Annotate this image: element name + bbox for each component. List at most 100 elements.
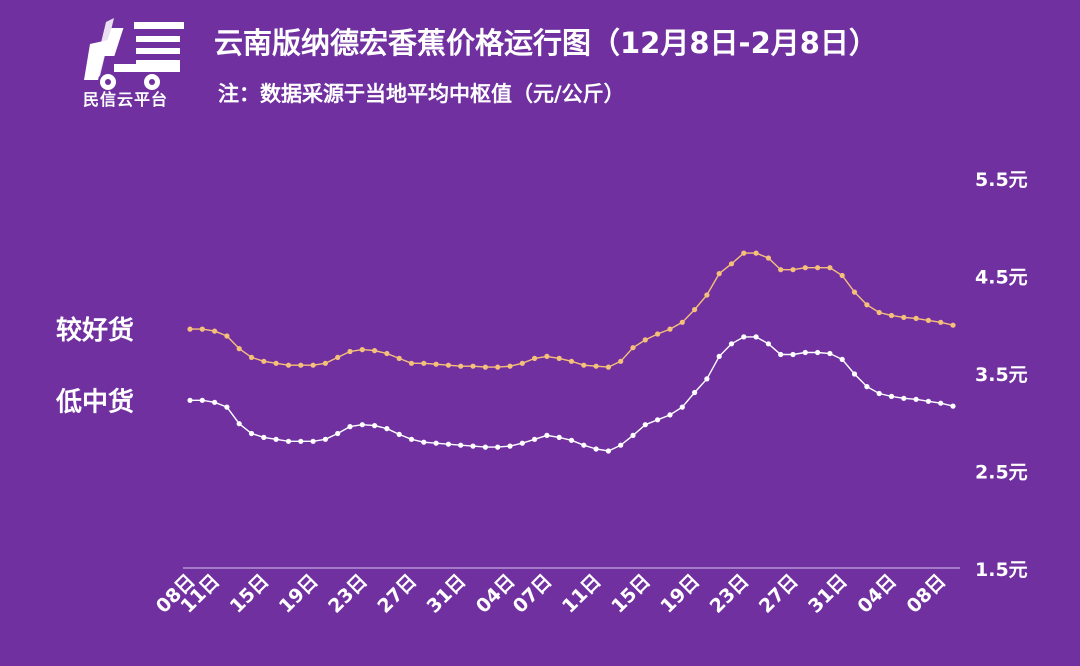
series-0-point [815,265,821,271]
series-1-point [445,441,451,447]
series-1-point [470,443,476,449]
series-0-point [519,360,525,366]
x-tick-label: 19日 [275,570,323,618]
series-1-point [335,430,341,437]
x-tick-label: 23日 [706,570,754,618]
series-1-point [482,444,488,450]
series-0-point [482,364,488,370]
series-1-point [876,390,882,397]
y-tick-label: 5.5元 [975,169,1028,191]
series-1-point [322,436,328,442]
series-0-point [728,261,735,267]
series-0-point [667,326,673,332]
series-1-point [544,432,550,438]
series-0-point [618,358,624,364]
series-1-point [273,436,279,442]
series-0-point [888,312,895,319]
chart-title: 云南版纳德宏香蕉价格运行图（12月8日-2月8日） [214,26,878,60]
series-0-point [285,362,292,368]
series-1-point [384,426,390,432]
series-0-point [925,317,932,323]
logo-text: 民信云平台 [83,90,169,109]
x-tick-label: 31日 [423,570,471,618]
y-tick-label: 3.5元 [975,364,1028,386]
y-tick-label: 2.5元 [975,462,1028,484]
series-0-point [913,315,919,321]
series-0-point [753,250,759,256]
series-0-point [359,347,365,353]
series-1-point [692,389,698,396]
series-1-point [667,412,673,418]
series-0-point [704,292,710,298]
series-1-point [396,431,402,437]
series-0-point [827,265,833,271]
x-tick-label: 27日 [755,570,803,618]
x-tick-label: 08日 [903,570,951,618]
series-0-point [630,345,636,351]
series-0-point [938,319,944,325]
series-1-point [815,349,821,356]
series-0-point [741,250,747,256]
series-1-point [248,430,255,437]
x-tick-label: 27日 [373,570,421,618]
series-0-point [421,360,427,366]
series-1-point [778,351,784,358]
series-0-point [581,362,587,368]
series-1-point [913,396,919,402]
x-tick-label: 31日 [804,570,852,618]
series-1-point [950,403,956,409]
x-tick-label: 04日 [472,570,520,618]
chart-subtitle: 注：数据采源于当地平均中枢值（元/公斤） [218,82,625,106]
series-0-point [261,358,267,364]
series-0-point [556,355,562,361]
x-tick-label: 15日 [226,570,274,618]
series-1-point [212,399,218,405]
series-0-point [851,289,858,295]
series-1-point [421,439,427,445]
series-0-point [298,362,304,368]
x-tick-label: 07日 [509,570,557,618]
legend-label-1: 低中货 [55,386,134,417]
series-1-point [839,356,845,362]
series-1-point [679,404,685,410]
series-1-point [618,442,624,448]
series-0-point [384,350,390,357]
series-0-point [642,337,648,343]
series-0-point [372,348,378,354]
series-1-point [851,371,858,377]
series-1-point [593,446,599,452]
series-1-point [408,436,415,442]
series-1-point [298,438,304,444]
series-0-point [199,326,205,332]
series-0-point [655,331,661,337]
y-tick-label: 4.5元 [975,267,1028,289]
series-0-point [470,363,476,369]
series-1-point [790,351,796,358]
series-1-point [925,398,932,404]
series-line-0 [190,252,954,368]
series-0-point [310,362,316,368]
series-1-point [888,393,895,399]
series-0-point [335,354,341,360]
series-1-point [519,440,525,446]
series-1-point [532,436,538,442]
x-tick-label: 04日 [853,570,901,618]
series-1-point [655,417,661,423]
series-1-point [359,422,365,428]
series-0-point [864,302,870,308]
series-0-point [950,322,956,328]
series-0-point [273,360,279,366]
x-tick-label: 19日 [656,570,704,618]
series-0-point [347,348,353,355]
series-1-point [568,437,575,443]
series-1-point [556,434,562,440]
series-1-point [224,404,230,410]
series-0-point [593,363,599,369]
series-0-point [532,355,538,361]
series-1-point [741,334,747,340]
series-1-point [827,350,833,357]
series-1-point [187,397,193,403]
y-axis-ticks: 1.5元 2.5元 3.5元 4.5元 5.5元 [975,169,1028,581]
series-1-point [199,397,205,403]
